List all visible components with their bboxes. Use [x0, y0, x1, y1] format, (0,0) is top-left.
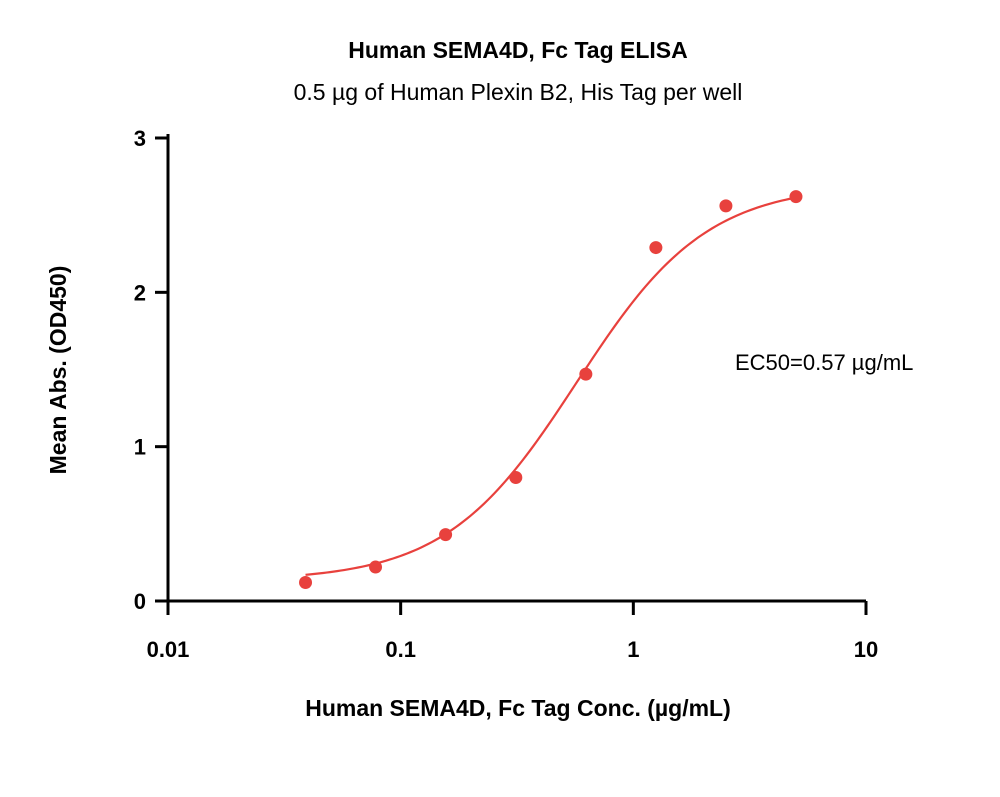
fit-curve [305, 196, 797, 576]
y-tick-label: 2 [134, 280, 146, 305]
data-point [299, 575, 313, 589]
data-points [299, 190, 803, 589]
y-axis-ticks: 0 1 2 3 [134, 126, 168, 614]
x-axis-ticks: 0.01 0.1 1 10 [147, 601, 878, 662]
data-point [789, 190, 803, 204]
data-point [439, 528, 453, 542]
data-point [369, 560, 383, 574]
ec50-annotation: EC50=0.57 µg/mL [735, 350, 913, 375]
x-tick-label: 10 [854, 637, 878, 662]
y-tick-label: 1 [134, 435, 146, 460]
chart-subtitle: 0.5 µg of Human Plexin B2, His Tag per w… [294, 79, 743, 105]
data-point [719, 199, 733, 213]
x-tick-label: 0.01 [147, 637, 190, 662]
y-tick-label: 3 [134, 126, 146, 151]
data-point [579, 367, 593, 381]
x-axis-label: Human SEMA4D, Fc Tag Conc. (µg/mL) [305, 695, 731, 721]
x-tick-label: 0.1 [385, 637, 416, 662]
data-point [649, 241, 663, 255]
chart-title: Human SEMA4D, Fc Tag ELISA [348, 37, 688, 63]
data-point [509, 471, 523, 485]
y-tick-label: 0 [134, 589, 146, 614]
y-axis-label: Mean Abs. (OD450) [45, 266, 71, 475]
x-tick-label: 1 [627, 637, 639, 662]
